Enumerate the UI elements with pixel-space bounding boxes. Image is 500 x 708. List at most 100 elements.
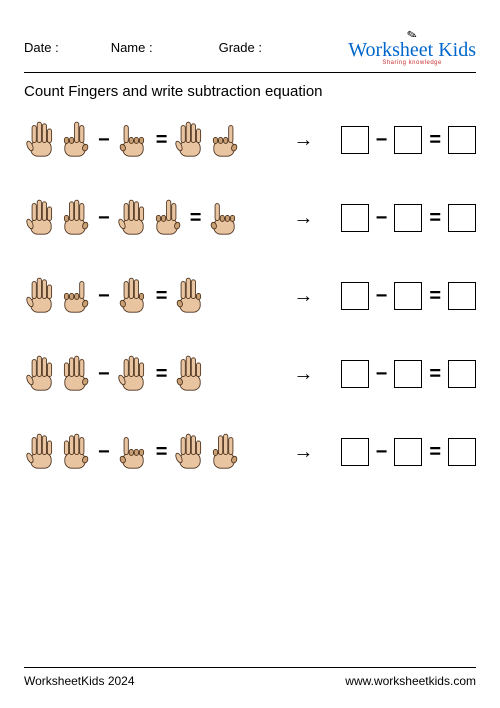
- hand-icon: [207, 430, 241, 474]
- answer-box-a[interactable]: [341, 282, 369, 310]
- answer-box-result[interactable]: [448, 126, 476, 154]
- minus-sign: −: [98, 285, 110, 308]
- answer-box-b[interactable]: [394, 282, 422, 310]
- pencil-icon: ✎: [405, 27, 418, 43]
- page-title: Count Fingers and write subtraction equa…: [24, 83, 476, 100]
- minus-sign: −: [98, 363, 110, 386]
- equals-sign: =: [156, 363, 168, 386]
- problem-row: − = → − =: [24, 430, 476, 474]
- minus-sign: −: [98, 441, 110, 464]
- answer-box-b[interactable]: [394, 204, 422, 232]
- grade-label: Grade :: [219, 40, 262, 55]
- answer-box-result[interactable]: [448, 282, 476, 310]
- logo-sub: Sharing knowledge: [382, 60, 442, 66]
- hand-group: [116, 352, 150, 396]
- equals-sign: =: [190, 207, 202, 230]
- answer-box-result[interactable]: [448, 438, 476, 466]
- equals-sign: =: [429, 207, 441, 230]
- hand-group: [24, 430, 92, 474]
- answer-equation: − =: [341, 360, 476, 388]
- hand-icon: [58, 352, 92, 396]
- problem-row: − = → − =: [24, 118, 476, 162]
- hand-icon: [58, 196, 92, 240]
- hand-icon: [58, 118, 92, 162]
- footer-left: WorksheetKids 2024: [24, 674, 135, 688]
- hand-icon: [24, 196, 58, 240]
- equals-sign: =: [429, 441, 441, 464]
- hand-icon: [116, 196, 150, 240]
- answer-box-b[interactable]: [394, 360, 422, 388]
- hand-icon: [24, 274, 58, 318]
- hand-icon: [116, 118, 150, 162]
- answer-equation: − =: [341, 282, 476, 310]
- arrow-icon: →: [293, 129, 313, 152]
- hand-icon: [207, 196, 241, 240]
- equals-sign: =: [429, 363, 441, 386]
- hand-icon: [58, 430, 92, 474]
- hand-group: [116, 430, 150, 474]
- hand-group: [116, 196, 184, 240]
- hand-icon: [207, 118, 241, 162]
- answer-box-a[interactable]: [341, 204, 369, 232]
- hands-equation: − =: [24, 274, 270, 318]
- hand-group: [116, 118, 150, 162]
- hand-group: [24, 196, 92, 240]
- hand-group: [24, 274, 92, 318]
- minus-sign: −: [98, 207, 110, 230]
- answer-box-a[interactable]: [341, 438, 369, 466]
- answer-box-result[interactable]: [448, 360, 476, 388]
- equals-sign: =: [156, 441, 168, 464]
- hand-icon: [173, 118, 207, 162]
- hand-group: [24, 352, 92, 396]
- arrow-icon: →: [293, 363, 313, 386]
- hand-group: [173, 274, 207, 318]
- hand-icon: [150, 196, 184, 240]
- hand-icon: [58, 274, 92, 318]
- answer-box-a[interactable]: [341, 360, 369, 388]
- equals-sign: =: [156, 129, 168, 152]
- minus-sign: −: [98, 129, 110, 152]
- header-row: Date : Name : Grade : ✎ Worksheet Kids S…: [24, 28, 476, 66]
- answer-equation: − =: [341, 204, 476, 232]
- minus-sign: −: [376, 285, 388, 308]
- logo-main: Worksheet Kids: [348, 40, 476, 60]
- hand-group: [173, 118, 241, 162]
- hand-group: [173, 430, 241, 474]
- logo: ✎ Worksheet Kids Sharing knowledge: [348, 28, 476, 66]
- answer-box-b[interactable]: [394, 126, 422, 154]
- date-label: Date :: [24, 40, 59, 55]
- equals-sign: =: [429, 285, 441, 308]
- hand-icon: [173, 352, 207, 396]
- minus-sign: −: [376, 441, 388, 464]
- problem-rows: − = → − = − = → − =: [24, 118, 476, 474]
- hand-icon: [24, 430, 58, 474]
- footer: WorksheetKids 2024 www.worksheetkids.com: [24, 667, 476, 688]
- hands-equation: − =: [24, 352, 270, 396]
- problem-row: − = → − =: [24, 196, 476, 240]
- header-rule: [24, 72, 476, 73]
- hand-icon: [24, 118, 58, 162]
- answer-equation: − =: [341, 126, 476, 154]
- minus-sign: −: [376, 363, 388, 386]
- answer-equation: − =: [341, 438, 476, 466]
- hand-group: [24, 118, 92, 162]
- hands-equation: − =: [24, 196, 270, 240]
- hand-group: [207, 196, 241, 240]
- arrow-icon: →: [293, 285, 313, 308]
- answer-box-result[interactable]: [448, 204, 476, 232]
- hand-group: [116, 274, 150, 318]
- hand-icon: [116, 430, 150, 474]
- footer-right: www.worksheetkids.com: [345, 674, 476, 688]
- minus-sign: −: [376, 207, 388, 230]
- hand-group: [173, 352, 207, 396]
- name-label: Name :: [111, 40, 153, 55]
- answer-box-b[interactable]: [394, 438, 422, 466]
- hand-icon: [24, 352, 58, 396]
- answer-box-a[interactable]: [341, 126, 369, 154]
- hand-icon: [173, 430, 207, 474]
- hands-equation: − =: [24, 430, 270, 474]
- arrow-icon: →: [293, 441, 313, 464]
- equals-sign: =: [429, 129, 441, 152]
- problem-row: − = → − =: [24, 352, 476, 396]
- hands-equation: − =: [24, 118, 270, 162]
